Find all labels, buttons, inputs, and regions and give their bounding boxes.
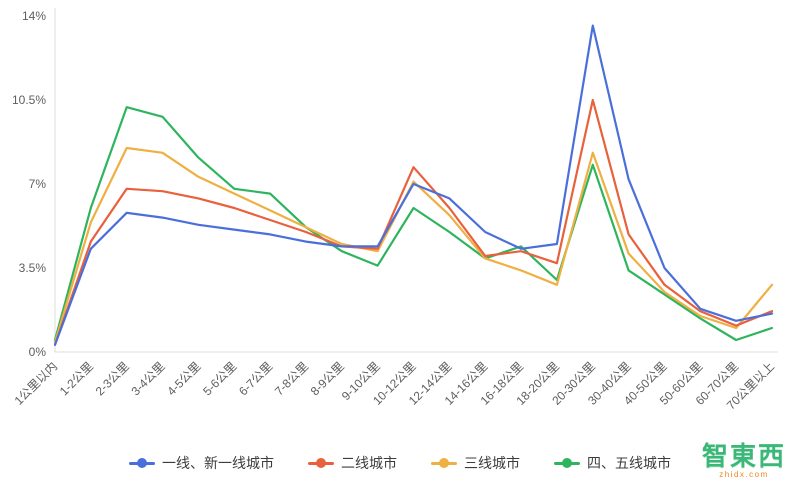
- y-tick-label: 7%: [29, 177, 47, 191]
- x-tick-label: 1-2公里: [57, 359, 96, 398]
- x-tick-label: 7-8公里: [272, 359, 311, 398]
- x-tick-label: 2-3公里: [93, 359, 132, 398]
- legend-label: 二线城市: [341, 455, 397, 471]
- y-tick-label: 0%: [29, 345, 47, 359]
- x-tick-label: 6-7公里: [236, 359, 275, 398]
- y-tick-label: 3.5%: [19, 261, 47, 275]
- series-line: [53, 98, 774, 346]
- legend-label: 一线、新一线城市: [162, 455, 274, 471]
- legend-label: 四、五线城市: [587, 455, 671, 471]
- series-line: [53, 24, 774, 346]
- legend-item[interactable]: 二线城市: [308, 453, 397, 473]
- x-tick-label: 1公里以内: [12, 359, 61, 408]
- legend-item[interactable]: 一线、新一线城市: [129, 453, 274, 473]
- y-tick-label: 14%: [22, 9, 46, 23]
- legend-line-dot-icon: [554, 457, 580, 469]
- legend-label: 三线城市: [464, 455, 520, 471]
- legend-line-dot-icon: [308, 457, 334, 469]
- legend-line-dot-icon: [129, 457, 155, 469]
- series-line: [53, 146, 774, 344]
- x-tick-label: 5-6公里: [200, 359, 239, 398]
- x-tick-label: 3-4公里: [129, 359, 168, 398]
- legend: 一线、新一线城市 二线城市 三线城市 四、五线城市: [0, 453, 800, 473]
- series-line: [53, 106, 774, 342]
- line-chart: 0% 3.5% 7% 10.5% 14% 1公里以内1-2公里2-3公里3-4公里4-5公…: [12, 8, 778, 413]
- x-tick-label: 4-5公里: [164, 359, 203, 398]
- legend-item[interactable]: 三线城市: [431, 453, 520, 473]
- legend-line-dot-icon: [431, 457, 457, 469]
- y-tick-label: 10.5%: [12, 93, 46, 107]
- legend-item[interactable]: 四、五线城市: [554, 453, 671, 473]
